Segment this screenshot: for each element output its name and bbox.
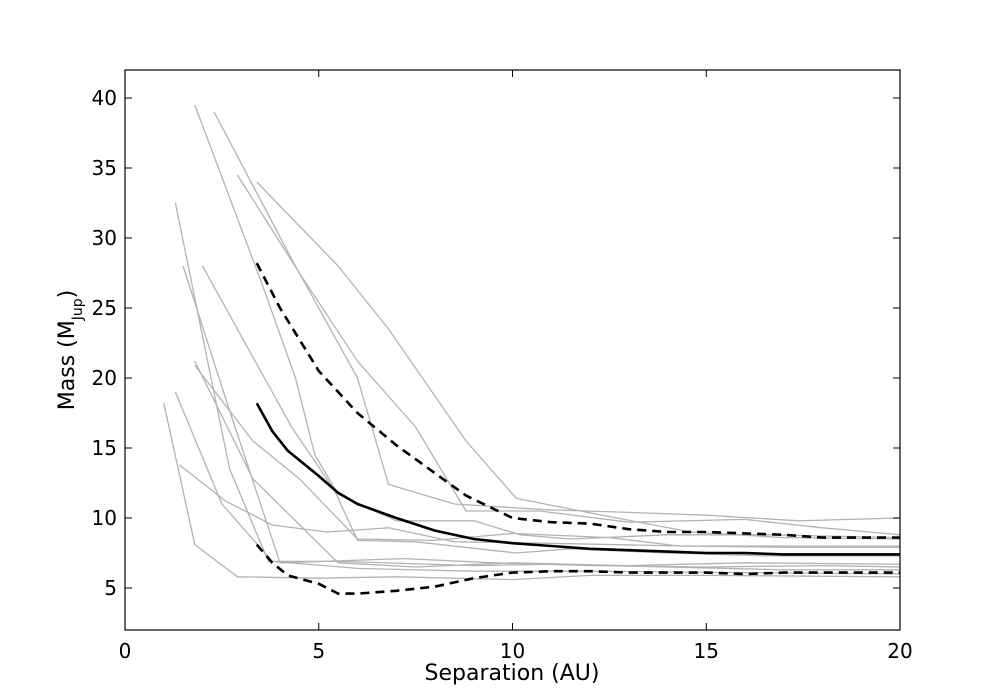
individual-curve-6 xyxy=(194,360,900,568)
y-axis-label: Mass (MJup) xyxy=(55,290,86,410)
x-tick-label: 10 xyxy=(500,639,525,663)
y-axis-label-main: Mass (M xyxy=(55,320,80,410)
y-axis-label-subscript: Jup xyxy=(70,298,86,321)
y-tick-label: 35 xyxy=(92,156,117,180)
individual-curve-11 xyxy=(236,174,900,536)
dashed-bound-curve-2 xyxy=(255,262,900,539)
y-tick-label: 15 xyxy=(92,436,117,460)
y-tick-label: 25 xyxy=(92,296,117,320)
individual-curve-7 xyxy=(194,365,900,547)
x-tick-label: 20 xyxy=(887,639,912,663)
individual-curve-8 xyxy=(201,265,900,557)
x-axis-label: Separation (AU) xyxy=(425,661,600,686)
y-axis-label-suffix: ) xyxy=(55,290,80,299)
y-tick-label: 10 xyxy=(92,506,117,530)
x-tick-label: 15 xyxy=(694,639,719,663)
individual-curve-1 xyxy=(163,403,900,581)
individual-curve-3 xyxy=(178,464,900,549)
solid-median-curve-1 xyxy=(255,402,900,556)
individual-curve-9 xyxy=(194,104,900,540)
series-layer xyxy=(163,104,900,595)
y-tick-label: 30 xyxy=(92,226,117,250)
individual-curve-10 xyxy=(213,111,900,522)
individual-curve-2 xyxy=(174,391,900,575)
y-tick-label: 20 xyxy=(92,366,117,390)
ticks-layer: 0 5 10 15 20 5 10 15 20 25 30 35 40 xyxy=(92,70,913,663)
x-tick-label: 0 xyxy=(119,639,132,663)
y-tick-label: 40 xyxy=(92,86,117,110)
individual-curve-12 xyxy=(256,181,900,540)
y-tick-label: 5 xyxy=(104,576,117,600)
dashed-bound-curve-3 xyxy=(255,543,900,595)
x-tick-label: 5 xyxy=(312,639,325,663)
individual-curve-4 xyxy=(174,202,900,571)
individual-curve-5 xyxy=(182,265,900,568)
